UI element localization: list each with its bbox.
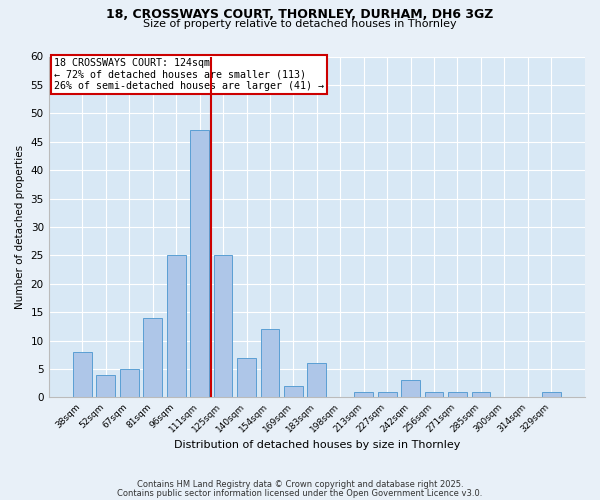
Bar [120, 369, 139, 398]
Bar [214, 256, 232, 398]
Text: Contains public sector information licensed under the Open Government Licence v3: Contains public sector information licen… [118, 488, 482, 498]
Bar [260, 330, 280, 398]
Bar [448, 392, 467, 398]
Bar [425, 392, 443, 398]
Bar [401, 380, 420, 398]
Bar [73, 352, 92, 398]
Bar [237, 358, 256, 398]
Bar [307, 364, 326, 398]
Y-axis label: Number of detached properties: Number of detached properties [15, 145, 25, 309]
Bar [97, 375, 115, 398]
Bar [167, 256, 185, 398]
Bar [472, 392, 490, 398]
Text: Contains HM Land Registry data © Crown copyright and database right 2025.: Contains HM Land Registry data © Crown c… [137, 480, 463, 489]
Text: 18 CROSSWAYS COURT: 124sqm
← 72% of detached houses are smaller (113)
26% of sem: 18 CROSSWAYS COURT: 124sqm ← 72% of deta… [54, 58, 324, 92]
Text: 18, CROSSWAYS COURT, THORNLEY, DURHAM, DH6 3GZ: 18, CROSSWAYS COURT, THORNLEY, DURHAM, D… [106, 8, 494, 20]
Bar [284, 386, 303, 398]
Bar [378, 392, 397, 398]
X-axis label: Distribution of detached houses by size in Thornley: Distribution of detached houses by size … [173, 440, 460, 450]
Bar [190, 130, 209, 398]
Bar [143, 318, 162, 398]
Bar [542, 392, 560, 398]
Text: Size of property relative to detached houses in Thornley: Size of property relative to detached ho… [143, 19, 457, 29]
Bar [355, 392, 373, 398]
